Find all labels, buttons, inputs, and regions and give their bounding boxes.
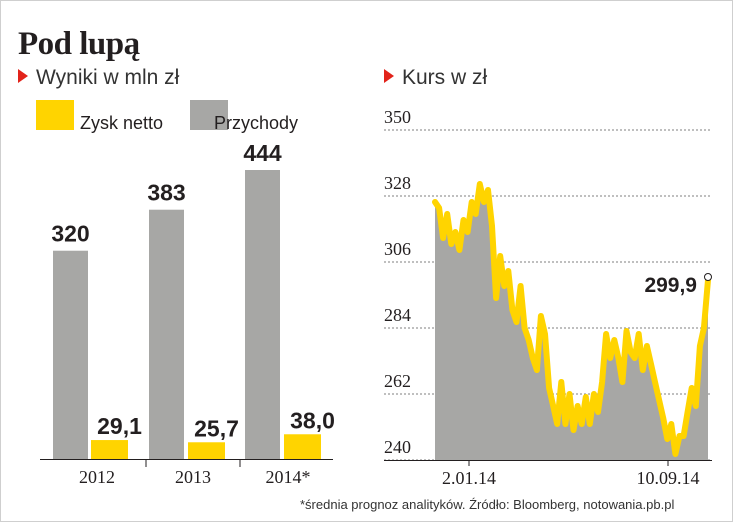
legend-label-profit: Zysk netto <box>80 113 164 133</box>
revenue-bar <box>53 250 88 459</box>
profit-bar <box>188 442 225 459</box>
revenue-value-label: 383 <box>147 180 185 206</box>
profit-value-label: 38,0 <box>290 407 335 433</box>
last-price-marker <box>704 273 712 281</box>
revenue-value-label: 320 <box>51 221 89 247</box>
bar-chart-title: Wyniki w mln zł <box>18 66 179 90</box>
y-tick-label: 328 <box>384 173 411 193</box>
profit-value-label: 25,7 <box>194 415 239 441</box>
line-chart-title-text: Kurs w zł <box>402 66 488 89</box>
price-area <box>435 184 708 460</box>
y-tick-label: 284 <box>384 305 411 325</box>
y-tick-label: 350 <box>384 107 411 127</box>
revenue-value-label: 444 <box>243 140 282 166</box>
profit-value-label: 29,1 <box>97 413 142 439</box>
red-triangle-icon <box>18 69 28 83</box>
x-tick-label: 2013 <box>175 467 211 487</box>
y-tick-label: 240 <box>384 437 411 457</box>
profit-bar <box>284 434 321 459</box>
page-title: Pod lupą <box>18 26 140 62</box>
y-tick-label: 306 <box>384 239 411 259</box>
x-tick-label: 10.09.14 <box>637 468 700 488</box>
last-price-label: 299,9 <box>644 274 697 297</box>
profit-bar <box>91 440 128 459</box>
footnote: *średnia prognoz analityków. Źródło: Blo… <box>300 497 675 512</box>
x-tick-label: 2012 <box>79 467 115 487</box>
legend-swatch-profit <box>36 100 74 130</box>
red-triangle-icon <box>384 69 394 83</box>
legend-label-revenue: Przychody <box>214 113 299 133</box>
x-tick-label: 2014* <box>266 467 311 487</box>
bar-chart-title-text: Wyniki w mln zł <box>36 66 180 89</box>
legend-swatch-revenue <box>190 100 228 130</box>
y-tick-label: 262 <box>384 371 411 391</box>
revenue-bar <box>149 209 184 459</box>
x-tick-label: 2.01.14 <box>442 468 496 488</box>
line-chart-title: Kurs w zł <box>384 66 487 90</box>
price-line <box>432 181 711 457</box>
revenue-bar <box>245 170 280 459</box>
